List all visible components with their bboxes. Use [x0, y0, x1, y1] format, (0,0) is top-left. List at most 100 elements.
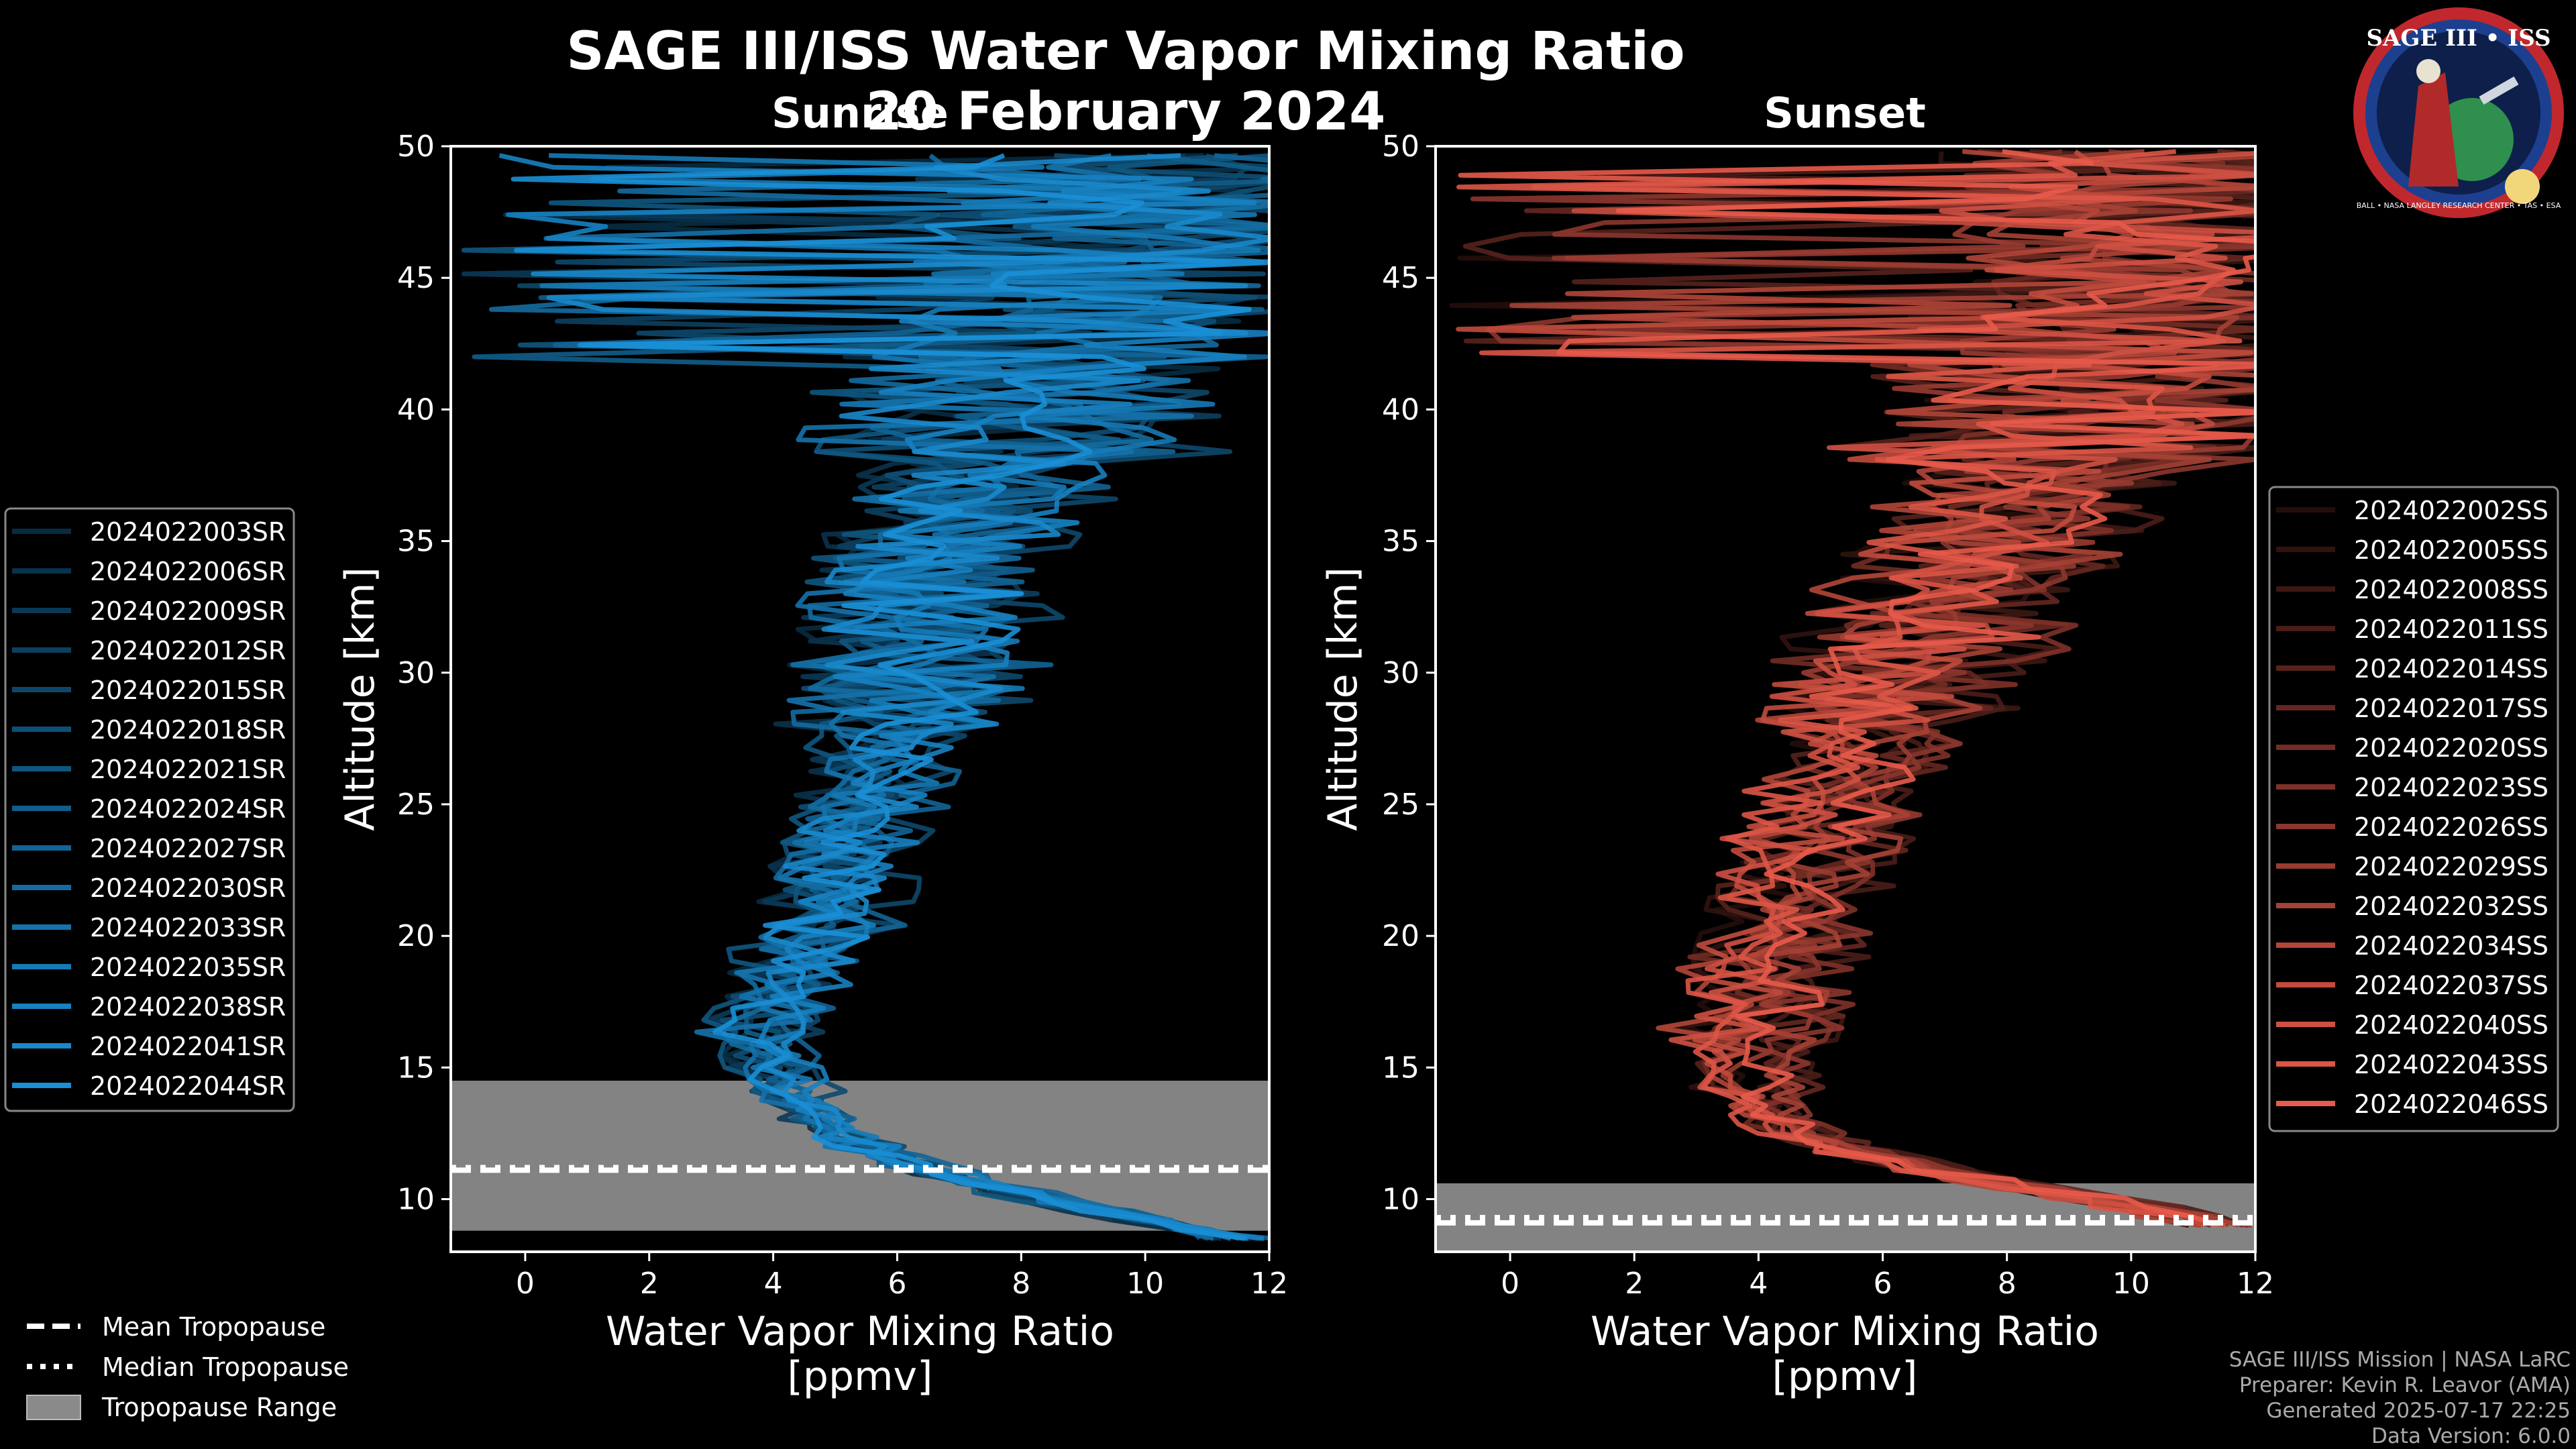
sunrise-legend-label: 2024022012SR [90, 636, 286, 665]
sunset-legend-label: 2024022046SS [2354, 1089, 2548, 1119]
sunset-xlabel-line1: Water Vapor Mixing Ratio [1591, 1308, 2099, 1355]
logo-ring-text: BALL • NASA LANGLEY RESEARCH CENTER • TA… [2357, 201, 2561, 210]
credits: SAGE III/ISS Mission | NASA LaRC Prepare… [2229, 1348, 2571, 1448]
sunset-legend-label: 2024022005SS [2354, 535, 2548, 565]
sunrise-ytick-label: 50 [397, 129, 435, 164]
sunrise-ytick-label: 35 [397, 525, 435, 559]
sunset-legend-label: 2024022020SS [2354, 733, 2548, 763]
sunset-legend-label: 2024022043SS [2354, 1050, 2548, 1079]
sunset-xtick-label: 8 [1998, 1267, 2017, 1301]
sun-icon [2505, 169, 2540, 204]
sunrise-legend-label: 2024022021SR [90, 755, 286, 784]
sunrise-xtick-label: 2 [640, 1267, 659, 1301]
sunrise-ytick-label: 25 [397, 788, 435, 822]
sunset-legend-label: 2024022037SS [2354, 971, 2548, 1000]
sunrise-tropopause-range [451, 1080, 1269, 1231]
sunset-legend-label: 2024022014SS [2354, 654, 2548, 684]
median-tropopause-label: Median Tropopause [102, 1352, 349, 1382]
sunset-profile-line [1456, 149, 2255, 1226]
sunrise-ytick-label: 10 [397, 1183, 435, 1217]
sage-figure-icon [2408, 72, 2459, 186]
sunrise-tropopause-layer [451, 1080, 1269, 1231]
sunset-xtick-label: 6 [1874, 1267, 1892, 1301]
iss-icon [2479, 76, 2519, 105]
sunrise-legend-label: 2024022044SR [90, 1071, 286, 1101]
sunrise-xtick-label: 4 [764, 1267, 783, 1301]
sunset-ytick-label: 45 [1382, 261, 1419, 295]
sunset-legend-label: 2024022011SS [2354, 614, 2548, 644]
sunrise-ytick-label: 20 [397, 919, 435, 953]
sage-head-icon [2416, 59, 2440, 83]
sunset-ytick-label: 20 [1382, 919, 1419, 953]
sunset-legend-label: 2024022002SS [2354, 496, 2548, 525]
sunrise-plot: 0 2 4 6 8 10 12 10 15 20 25 30 35 40 45 50 Altitude [km… [337, 129, 1288, 1400]
sunrise-ticks: 0 2 4 6 8 10 12 10 15 20 25 30 35 40 45 50 [397, 129, 1288, 1301]
sunset-ytick-label: 35 [1382, 525, 1419, 559]
sunrise-legend-label: 2024022018SR [90, 715, 286, 745]
sunset-profile-line [1515, 149, 2255, 1228]
sunset-legend: 2024022002SS 2024022005SS 2024022008SS 2024… [2268, 486, 2559, 1132]
sunrise-subtitle: Sunrise [771, 89, 949, 138]
sunset-legend-label: 2024022034SS [2354, 931, 2548, 961]
sunrise-ytick-label: 45 [397, 261, 435, 295]
figure-title: SAGE III/ISS Water Vapor Mixing Ratio [566, 21, 1684, 82]
sunrise-xlabel-line1: Water Vapor Mixing Ratio [606, 1308, 1114, 1355]
sunset-ytick-label: 15 [1382, 1051, 1419, 1085]
sunrise-axes-frame [449, 145, 1271, 1253]
sunset-profile-line [1458, 149, 2255, 1228]
sunrise-legend-label: 2024022009SR [90, 596, 286, 626]
sunset-ytick-label: 40 [1382, 392, 1419, 427]
sunset-plot: 0 2 4 6 8 10 12 10 15 20 25 30 35 40 45 50 Altitude [km… [1320, 129, 2274, 1400]
sunrise-legend-label: 2024022027SR [90, 834, 286, 863]
mean-tropopause-label: Mean Tropopause [102, 1312, 325, 1342]
sunrise-legend-label: 2024022035SR [90, 953, 286, 982]
sunrise-ytick-label: 40 [397, 392, 435, 427]
sunset-xlabel-line2: [ppmv] [1772, 1353, 1918, 1400]
sunset-ytick-label: 25 [1382, 788, 1419, 822]
sunset-profile-line [1531, 151, 2255, 1228]
sunset-ytick-label: 10 [1382, 1183, 1419, 1217]
credit-mission: SAGE III/ISS Mission | NASA LaRC [2229, 1348, 2571, 1372]
sunset-profiles [1449, 149, 2255, 1228]
sunrise-xlabel-line2: [ppmv] [788, 1353, 933, 1400]
sunset-legend-label: 2024022040SS [2354, 1010, 2548, 1040]
tropopause-range-swatch [26, 1395, 81, 1420]
tropopause-range-label: Tropopause Range [101, 1393, 337, 1422]
sunrise-legend-label: 2024022041SR [90, 1032, 286, 1061]
sunrise-legend-label: 2024022030SR [90, 873, 286, 903]
sunrise-xtick-label: 0 [516, 1267, 535, 1301]
sunrise-xtick-label: 12 [1250, 1267, 1288, 1301]
sunrise-ytick-label: 30 [397, 656, 435, 690]
sunrise-tropopause-lines [451, 1165, 1269, 1173]
sunset-ylabel: Altitude [km] [1320, 567, 1366, 831]
sunrise-legend-label: 2024022003SR [90, 517, 286, 547]
sunrise-legend-label: 2024022038SR [90, 992, 286, 1022]
sunset-legend-label: 2024022032SS [2354, 892, 2548, 921]
sunset-xtick-label: 2 [1625, 1267, 1644, 1301]
sunset-subtitle: Sunset [1764, 89, 1926, 138]
credit-generated: Generated 2025-07-17 22:25 [2266, 1399, 2571, 1423]
credit-version: Data Version: 6.0.0 [2371, 1424, 2571, 1448]
sunset-xtick-label: 12 [2237, 1267, 2274, 1301]
sunset-legend-label: 2024022023SS [2354, 773, 2548, 802]
sunrise-xtick-label: 10 [1126, 1267, 1164, 1301]
sunrise-xtick-label: 8 [1012, 1267, 1030, 1301]
sunset-legend-label: 2024022008SS [2354, 575, 2548, 604]
sunrise-legend-label: 2024022006SR [90, 557, 286, 586]
sunset-legend-box [2268, 486, 2559, 1132]
sunrise-legend-label: 2024022033SR [90, 913, 286, 943]
sunset-axes-frame [1434, 145, 2257, 1253]
sunrise-legend: 2024022003SR 2024022006SR 2024022009SR 2024… [4, 507, 295, 1112]
sunset-legend-label: 2024022026SS [2354, 812, 2548, 842]
credit-preparer: Preparer: Kevin R. Leavor (AMA) [2239, 1373, 2571, 1397]
sunrise-legend-box [4, 507, 295, 1112]
logo-text: SAGE III • ISS [2366, 25, 2551, 52]
sunset-profile-line [1613, 166, 2255, 1228]
figure-date: 20 February 2024 [866, 82, 1386, 142]
sunrise-legend-label: 2024022024SR [90, 794, 286, 824]
sunrise-profiles [461, 153, 1269, 1241]
sunset-ytick-label: 50 [1382, 129, 1419, 164]
sunrise-profile-line [498, 153, 1269, 1241]
tropopause-legend: Mean Tropopause Median Tropopause Tropop… [26, 1312, 349, 1422]
